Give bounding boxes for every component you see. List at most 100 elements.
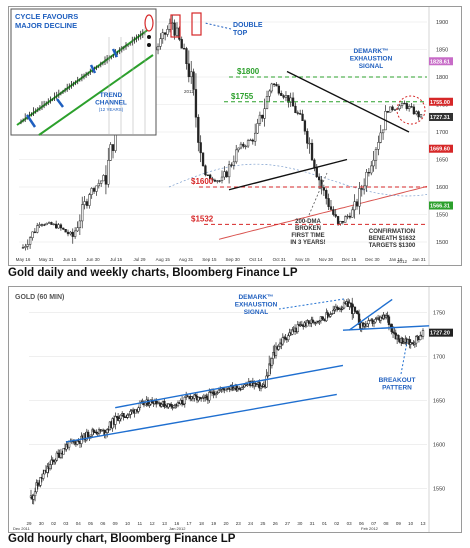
inset-arrow (56, 98, 64, 108)
daily-candle-body (230, 164, 233, 166)
hourly-candle-body (408, 339, 411, 345)
hourly-chart-title: GOLD (60 MIN) (15, 294, 64, 301)
x-tick-label: 12 (150, 521, 156, 526)
x-tick-label: Jul 15 (110, 257, 123, 262)
daily-candle-body (256, 123, 259, 134)
hourly-candle-body (95, 431, 98, 434)
daily-candle-body (327, 198, 330, 207)
x-tick-label: 07 (371, 521, 377, 526)
hourly-candle-body (122, 413, 125, 418)
hourly-candle-body (238, 387, 241, 390)
hourly-candle-body (42, 473, 45, 479)
x-tick-label: 26 (273, 521, 279, 526)
x-tick-label: 10 (408, 521, 414, 526)
hourly-candle-body (300, 324, 304, 327)
hourly-candle-body (119, 414, 122, 420)
daily-candle-body (100, 180, 103, 184)
daily-candle-body (190, 71, 193, 78)
daily-candle-body (313, 159, 316, 168)
hourly-candle-body (35, 482, 38, 493)
x-tick-label: 19 (211, 521, 217, 526)
x-tick-label: 25 (260, 521, 266, 526)
hourly-candle-body (374, 318, 377, 323)
x-tick-label: 18 (199, 521, 205, 526)
daily-candle-body (159, 38, 162, 47)
level-label: $1755 (231, 92, 254, 101)
daily-candle-body (296, 112, 299, 114)
hourly-candle-body (176, 402, 180, 407)
hourly-candle-body (266, 375, 269, 377)
hourly-chart: 1550 1600 1650 1700 1750 GOLD (60 MIN) DEMARK™… (13, 287, 453, 532)
daily-candle-body (272, 83, 276, 85)
price-tag-box (429, 57, 453, 66)
daily-chart: 150015501600165017001750180018501900$180… (10, 7, 453, 265)
hourly-candle-body (401, 338, 404, 344)
hourly-candle-body (197, 396, 200, 401)
hourly-candle-body (214, 393, 218, 396)
daily-candle-body (244, 145, 247, 148)
daily-candle-body (417, 111, 420, 118)
daily-candle-body (282, 95, 285, 98)
daily-candle-body (306, 130, 309, 144)
hourly-candle-body (258, 382, 261, 389)
resistance-trendline (286, 70, 410, 133)
price-tag-label: 1828.61 (430, 59, 450, 65)
x-tick-label: 08 (384, 521, 390, 526)
inset-frame (10, 8, 157, 136)
daily-candle-body (365, 171, 368, 187)
daily-candle-body (43, 224, 46, 226)
x-tick-label: Nov 15 (295, 257, 310, 262)
x-tick-label: Aug 15 (156, 257, 171, 262)
x-tick-label: 17 (187, 521, 193, 526)
daily-candle-body (310, 142, 314, 161)
daily-candle-body (235, 149, 238, 163)
hourly-candle-body (356, 311, 359, 315)
hourly-candle-body (137, 407, 140, 412)
daily-candle-body (232, 161, 235, 166)
level-label: $1532 (191, 214, 214, 223)
hourly-candle-body (219, 389, 222, 391)
daily-candle-body (320, 179, 323, 188)
hourly-candle-body (348, 302, 351, 307)
daily-candle-body (213, 179, 217, 182)
hourly-chart-caption: Gold hourly chart, Bloomberg Finance LP (8, 533, 236, 545)
dma-200-line (218, 185, 428, 240)
daily-candle-body (237, 147, 240, 151)
hourly-candle-body (243, 384, 246, 388)
daily-candle-body (372, 159, 375, 167)
x-tick-label: 04 (76, 521, 82, 526)
hourly-candle-body (415, 335, 418, 344)
hourly-candle-body (202, 397, 206, 399)
daily-candle-body (408, 106, 411, 109)
daily-chart-panel: 150015501600165017001750180018501900$180… (8, 6, 462, 266)
daily-candle-body (88, 194, 91, 206)
hourly-candle-body (311, 319, 314, 323)
double-top-box-1 (170, 14, 181, 38)
daily-candle-body (419, 113, 423, 118)
daily-candle-body (287, 95, 290, 103)
daily-candle-body (38, 224, 41, 226)
y-tick-label: 1550 (436, 213, 448, 219)
hourly-candle-body (281, 337, 284, 345)
daily-candle-body (156, 46, 160, 51)
hourly-candle-body (321, 316, 324, 320)
period-label: 2011 (184, 89, 194, 94)
hourly-candle-body (265, 375, 268, 388)
x-tick-label: Dec 30 (365, 257, 380, 262)
hourly-candle-body (160, 404, 163, 407)
hourly-candle-body (59, 452, 63, 458)
daily-candle-body (175, 27, 179, 36)
daily-candle-body (379, 132, 382, 143)
x-tick-label: 09 (113, 521, 119, 526)
daily-candle-body (303, 120, 307, 132)
hourly-candle-body (318, 320, 321, 322)
channel-upper-line (115, 364, 344, 409)
daily-candle-body (62, 227, 65, 230)
breakout-arrow (400, 341, 408, 375)
daily-candle-body (284, 95, 288, 98)
hourly-candle-body (387, 316, 391, 325)
daily-candle-body (346, 215, 349, 218)
period-label: 2012 (397, 259, 408, 264)
daily-candle-body (220, 176, 224, 182)
daily-candle-body (47, 222, 51, 224)
